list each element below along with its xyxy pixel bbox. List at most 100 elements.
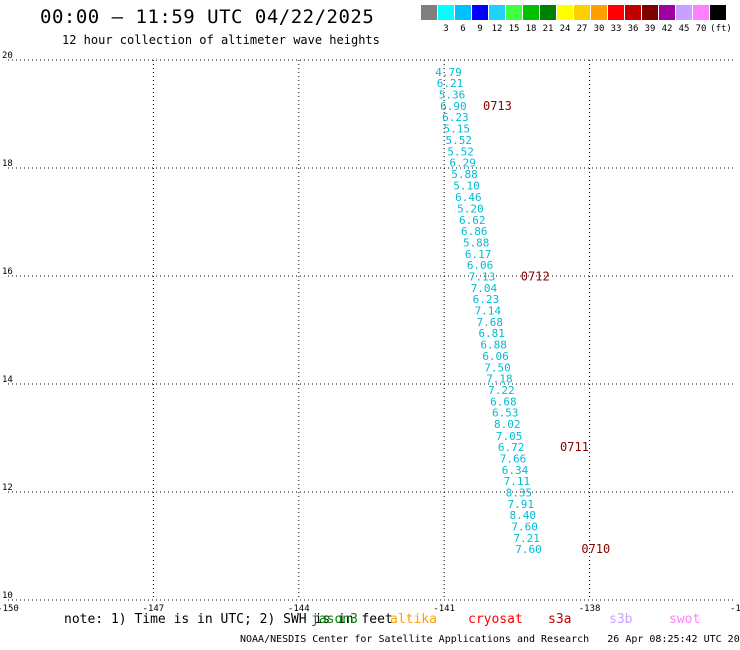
- wave-height-value: 7.13: [469, 271, 496, 284]
- satellite-s3a: s3a: [548, 612, 572, 627]
- chart-title: 00:00 – 11:59 UTC 04/22/2025: [40, 6, 375, 28]
- x-tick-label: -150: [0, 604, 19, 614]
- generated-timestamp: 26 Apr 08:25:42 UTC 2025: [607, 634, 740, 645]
- satellite-cryosat: cryosat: [468, 612, 523, 627]
- wave-height-value: 8.02: [494, 418, 521, 431]
- wave-height-value: 5.88: [463, 237, 490, 250]
- wave-height-value: 7.11: [504, 475, 531, 488]
- y-tick-label: 20: [2, 51, 13, 61]
- wave-height-value: 7.50: [484, 361, 511, 374]
- legend-label: 24: [559, 24, 571, 34]
- legend-label: 9: [477, 24, 483, 34]
- time-label: 0710: [581, 542, 610, 556]
- legend-swatch: [608, 5, 624, 20]
- wave-height-value: 6.46: [455, 191, 482, 204]
- time-label: 0712: [521, 270, 550, 284]
- wave-height-value: 7.68: [477, 316, 504, 329]
- wave-height-value: 5.52: [447, 145, 474, 158]
- satellite-altika: altika: [390, 612, 437, 627]
- legend-label: 18: [525, 24, 537, 34]
- time-label: 0711: [560, 440, 589, 454]
- wave-height-value: 6.72: [498, 441, 525, 454]
- wave-height-value: 6.68: [490, 395, 517, 408]
- time-label: 0713: [483, 99, 512, 113]
- x-tick-label: -13: [730, 604, 740, 614]
- wave-height-value: 6.34: [502, 464, 529, 477]
- wave-height-value: 6.23: [473, 293, 500, 306]
- y-tick-label: 12: [2, 483, 13, 493]
- wave-height-value: 7.91: [508, 498, 535, 511]
- legend-label: 39: [644, 24, 656, 34]
- wave-height-value: 7.66: [500, 453, 527, 466]
- wave-height-value: 6.29: [449, 157, 476, 170]
- legend-swatch: [506, 5, 522, 20]
- legend-swatch: [710, 5, 726, 20]
- y-tick-label: 10: [2, 591, 13, 601]
- wave-height-value: 7.18: [486, 373, 513, 386]
- wave-height-value: 7.22: [488, 384, 515, 397]
- legend-label: 6: [460, 24, 466, 34]
- legend-swatch: [676, 5, 692, 20]
- wave-height-value: 5.20: [457, 203, 484, 216]
- credit-line: NOAA/NESDIS Center for Satellite Applica…: [240, 634, 740, 645]
- wave-height-value: 6.53: [492, 407, 519, 420]
- legend-label: 15: [508, 24, 520, 34]
- wave-height-value: 6.81: [478, 327, 505, 340]
- legend-swatch: [472, 5, 488, 20]
- x-tick-label: -147: [143, 604, 165, 614]
- legend-label: 42: [661, 24, 673, 34]
- wave-height-value: 5.36: [439, 89, 466, 102]
- legend-label: 12: [491, 24, 503, 34]
- legend-label: 33: [610, 24, 622, 34]
- legend-swatch: [438, 5, 454, 20]
- chart-subtitle: 12 hour collection of altimeter wave hei…: [62, 33, 380, 47]
- wave-height-value: 7.60: [515, 543, 542, 556]
- legend-swatch: [574, 5, 590, 20]
- legend-unit: (ft): [710, 24, 732, 34]
- wave-height-value: 5.15: [444, 123, 471, 136]
- legend-swatch: [693, 5, 709, 20]
- wave-height-value: 8.40: [509, 509, 536, 522]
- legend-swatch: [591, 5, 607, 20]
- wave-height-value: 6.06: [482, 350, 509, 363]
- wave-height-value: 7.14: [475, 305, 502, 318]
- wave-height-value: 7.60: [511, 521, 538, 534]
- legend-label: 30: [593, 24, 605, 34]
- legend-label: 70: [695, 24, 707, 34]
- satellite-swot: swot: [669, 612, 701, 627]
- wave-height-value: 6.88: [480, 339, 507, 352]
- wave-height-value: 5.52: [445, 134, 472, 147]
- legend-swatch: [659, 5, 675, 20]
- y-tick-label: 14: [2, 375, 13, 385]
- wave-height-value: 7.21: [513, 532, 540, 545]
- legend-label: 45: [678, 24, 690, 34]
- legend-swatch: [557, 5, 573, 20]
- legend-swatch: [421, 5, 437, 20]
- legend-label: 36: [627, 24, 639, 34]
- wave-height-value: 6.17: [465, 248, 492, 261]
- wave-height-value: 7.04: [471, 282, 498, 295]
- legend-swatch: [625, 5, 641, 20]
- legend-swatch: [523, 5, 539, 20]
- wave-height-value: 6.62: [459, 214, 486, 227]
- legend-swatch: [455, 5, 471, 20]
- x-tick-label: -144: [288, 604, 310, 614]
- x-tick-label: -141: [433, 604, 455, 614]
- wave-height-value: 6.23: [442, 111, 469, 124]
- wave-height-value: 6.86: [461, 225, 488, 238]
- satellite-jason3: jason3: [311, 612, 358, 627]
- wave-height-value: 7.05: [496, 430, 523, 443]
- wave-height-value: 5.88: [451, 168, 478, 181]
- credit-text: NOAA/NESDIS Center for Satellite Applica…: [240, 634, 590, 645]
- wave-height-value: 4.79: [435, 66, 462, 79]
- legend-swatch: [489, 5, 505, 20]
- x-tick-label: -138: [579, 604, 601, 614]
- legend-label: 21: [542, 24, 554, 34]
- wave-height-value: 8.35: [506, 487, 533, 500]
- legend-label: 3: [443, 24, 449, 34]
- satellite-s3b: s3b: [609, 612, 633, 627]
- units-note: note: 1) Time is in UTC; 2) SWH is in fe…: [64, 612, 393, 627]
- wave-height-value: 6.90: [440, 100, 467, 113]
- y-tick-label: 18: [2, 159, 13, 169]
